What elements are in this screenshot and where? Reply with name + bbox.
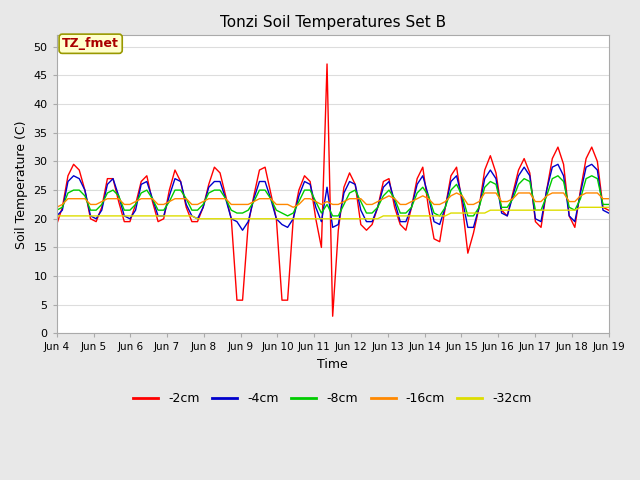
Title: Tonzi Soil Temperatures Set B: Tonzi Soil Temperatures Set B [220,15,445,30]
Y-axis label: Soil Temperature (C): Soil Temperature (C) [15,120,28,249]
Legend: -2cm, -4cm, -8cm, -16cm, -32cm: -2cm, -4cm, -8cm, -16cm, -32cm [129,387,537,410]
Text: TZ_fmet: TZ_fmet [62,37,119,50]
X-axis label: Time: Time [317,358,348,371]
